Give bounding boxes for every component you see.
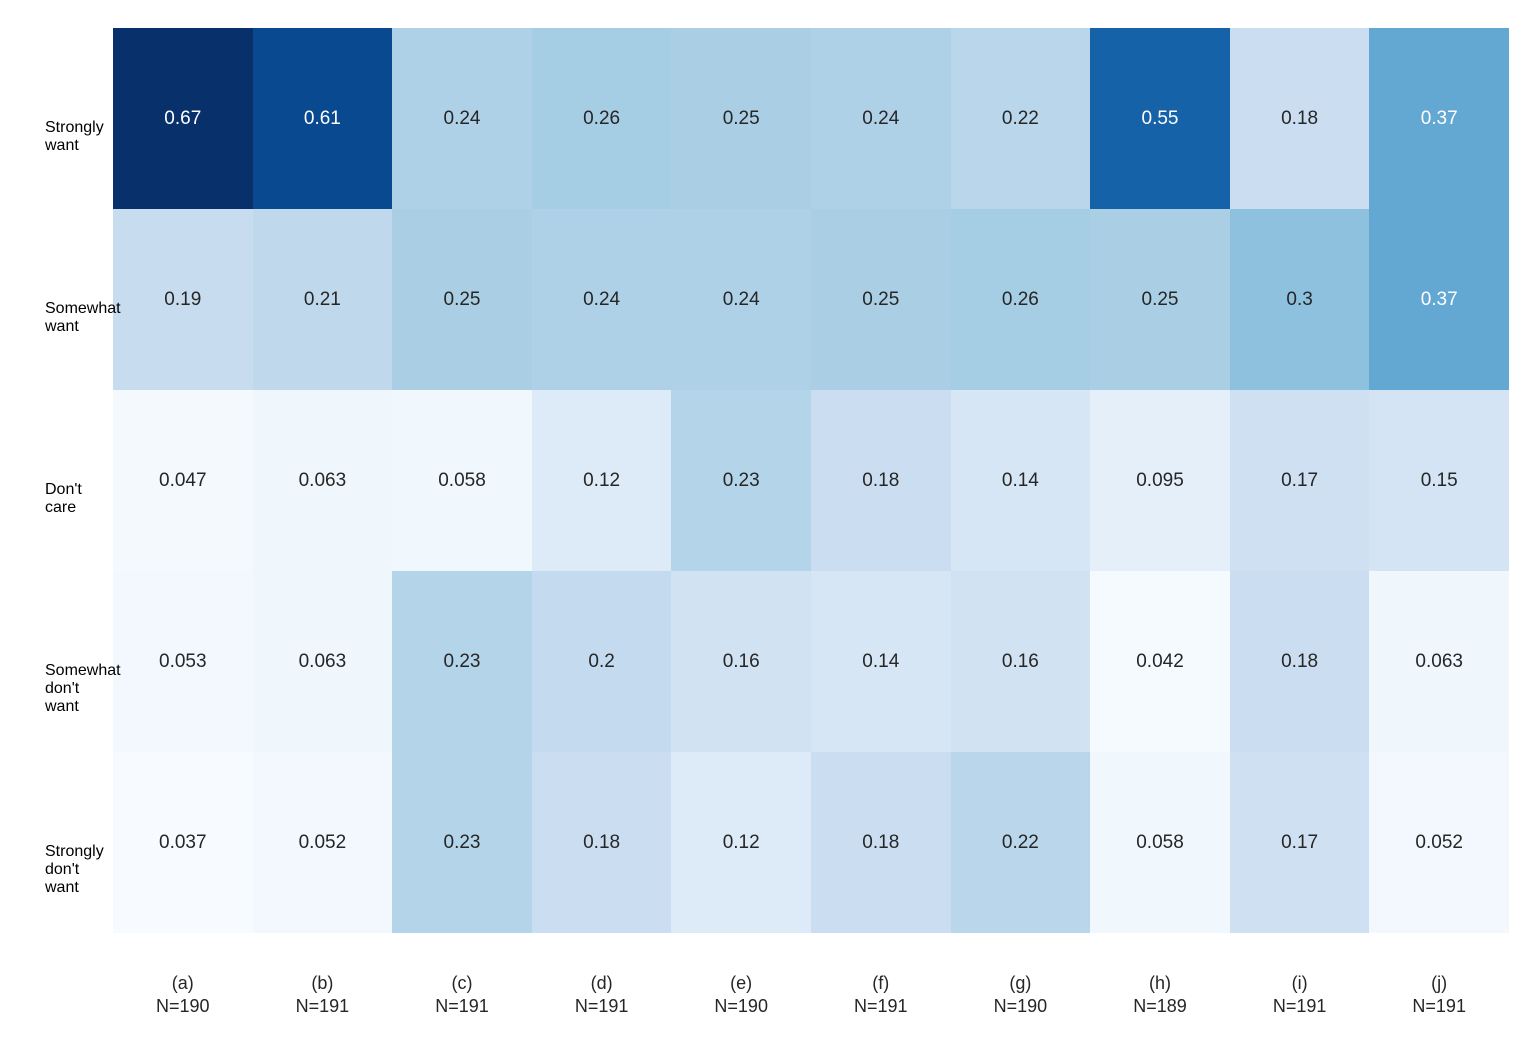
heatmap-cell-r1c0: 0.19 <box>113 209 253 390</box>
heatmap-cell-r1c9: 0.37 <box>1369 209 1509 390</box>
heatmap-cell-r2c6: 0.14 <box>950 390 1091 571</box>
heatmap-cell-r1c6: 0.26 <box>950 209 1091 390</box>
heatmap-cell-r4c1: 0.052 <box>252 752 393 933</box>
heatmap-cell-r4c0: 0.037 <box>113 752 253 933</box>
heatmap-cell-r0c4: 0.25 <box>671 28 811 209</box>
heatmap-cell-r2c1: 0.063 <box>252 390 393 571</box>
heatmap-cell-r2c3: 0.12 <box>531 390 672 571</box>
heatmap-cell-r0c9: 0.37 <box>1369 28 1509 209</box>
x-tick-label-2: (c) N=191 <box>435 973 489 1016</box>
heatmap-cell-r4c7: 0.058 <box>1090 752 1230 933</box>
heatmap-cell-r1c7: 0.25 <box>1090 209 1230 390</box>
heatmap-cell-r4c5: 0.18 <box>811 752 951 933</box>
heatmap-cell-r0c2: 0.24 <box>392 28 532 209</box>
x-tick-label-4: (e) N=190 <box>714 973 768 1016</box>
heatmap-cell-r0c5: 0.24 <box>811 28 951 209</box>
heatmap-cell-r0c1: 0.61 <box>252 28 393 209</box>
heatmap-cell-r1c5: 0.25 <box>811 209 951 390</box>
x-tick-label-5: (f) N=191 <box>854 973 908 1016</box>
x-tick-label-1: (b) N=191 <box>295 973 350 1016</box>
heatmap-cell-r1c1: 0.21 <box>252 209 393 390</box>
heatmap-cell-r4c3: 0.18 <box>531 752 672 933</box>
heatmap-cell-r2c7: 0.095 <box>1090 390 1230 571</box>
x-tick-label-0: (a) N=190 <box>156 973 210 1016</box>
heatmap-cell-r3c2: 0.23 <box>392 571 532 752</box>
x-tick-label-3: (d) N=191 <box>574 973 629 1016</box>
heatmap-cell-r2c0: 0.047 <box>113 390 253 571</box>
heatmap-cell-r3c9: 0.063 <box>1369 571 1509 752</box>
heatmap-cell-r2c2: 0.058 <box>392 390 532 571</box>
heatmap-cell-r0c7: 0.55 <box>1090 28 1230 209</box>
heatmap-cell-r0c6: 0.22 <box>950 28 1091 209</box>
heatmap-cell-r4c9: 0.052 <box>1369 752 1509 933</box>
heatmap-cell-r4c4: 0.12 <box>671 752 811 933</box>
heatmap-cell-r0c0: 0.67 <box>113 28 253 209</box>
heatmap-cell-r4c2: 0.23 <box>392 752 532 933</box>
x-tick-label-7: (h) N=189 <box>1133 973 1187 1016</box>
heatmap-cell-r3c1: 0.063 <box>252 571 393 752</box>
heatmap-cell-r1c2: 0.25 <box>392 209 532 390</box>
heatmap-cell-r0c3: 0.26 <box>531 28 672 209</box>
x-tick-label-6: (g) N=190 <box>993 973 1048 1016</box>
heatmap-cell-r0c8: 0.18 <box>1229 28 1370 209</box>
heatmap-cell-r1c8: 0.3 <box>1229 209 1370 390</box>
heatmap-cell-r2c5: 0.18 <box>811 390 951 571</box>
heatmap-cell-r1c4: 0.24 <box>671 209 811 390</box>
heatmap-cell-r3c0: 0.053 <box>113 571 253 752</box>
heatmap-cell-r2c4: 0.23 <box>671 390 811 571</box>
heatmap-cell-r3c8: 0.18 <box>1229 571 1370 752</box>
heatmap-cell-r3c5: 0.14 <box>811 571 951 752</box>
heatmap: 0.67 0.61 0.24 0.26 0.25 0.24 0.22 0.55 0.18 0.37… <box>113 28 1509 933</box>
x-tick-label-8: (i) N=191 <box>1272 973 1327 1016</box>
heatmap-cell-r3c7: 0.042 <box>1090 571 1230 752</box>
heatmap-cell-r3c6: 0.16 <box>950 571 1091 752</box>
heatmap-cell-r2c8: 0.17 <box>1229 390 1370 571</box>
heatmap-cell-r4c8: 0.17 <box>1229 752 1370 933</box>
heatmap-cell-r3c3: 0.2 <box>531 571 672 752</box>
heatmap-cell-r4c6: 0.22 <box>950 752 1091 933</box>
x-tick-label-9: (j) N=191 <box>1412 973 1466 1016</box>
heatmap-cell-r3c4: 0.16 <box>671 571 811 752</box>
heatmap-cell-r2c9: 0.15 <box>1369 390 1509 571</box>
heatmap-cell-r1c3: 0.24 <box>531 209 672 390</box>
